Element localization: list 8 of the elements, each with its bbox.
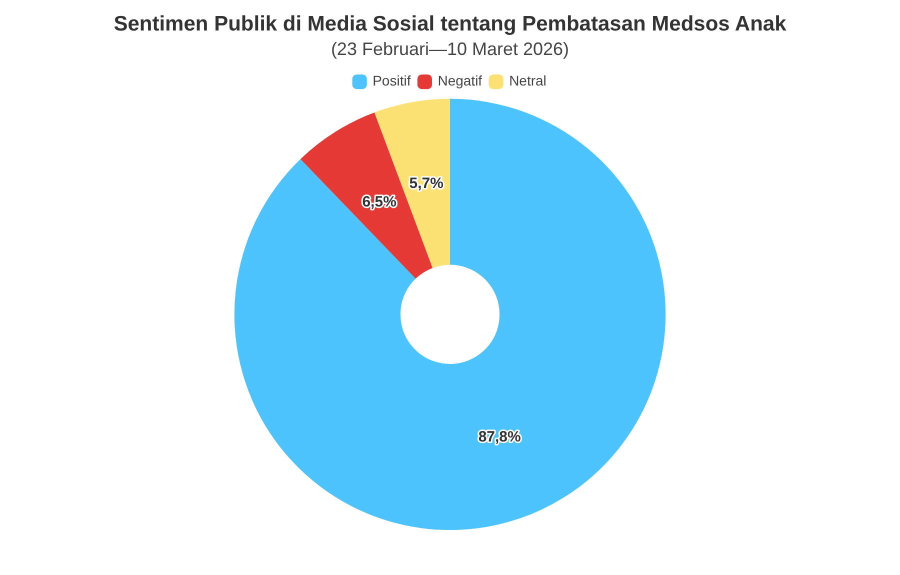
legend-label: Negatif — [438, 72, 482, 89]
legend-label: Positif — [372, 72, 411, 89]
legend-label: Netral — [509, 72, 546, 89]
data-label: 6,5% — [362, 193, 396, 210]
data-label: 5,7% — [409, 175, 444, 192]
chart-subtitle: (23 Februari—10 Maret 2026) — [330, 38, 570, 59]
chart-title: Sentimen Publik di Media Sosial tentang Pembatasan Medsos Anak — [114, 12, 787, 36]
data-label: 87,8% — [478, 428, 521, 446]
